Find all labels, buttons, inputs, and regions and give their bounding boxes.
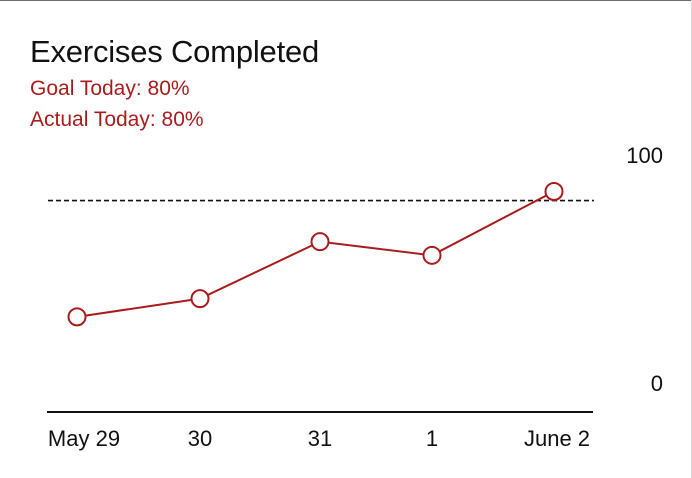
data-point xyxy=(544,181,564,201)
x-tick-label: 30 xyxy=(188,426,212,451)
y-tick-100: 100 xyxy=(626,143,663,168)
y-tick-0: 0 xyxy=(651,371,663,396)
x-tick-label: 1 xyxy=(426,426,438,451)
goal-today-label: Goal Today: 80% xyxy=(30,77,190,100)
x-tick-label: June 2 xyxy=(524,426,590,451)
point-layer xyxy=(67,181,564,327)
data-point xyxy=(67,307,87,327)
data-point xyxy=(422,245,442,265)
x-tick-label: 31 xyxy=(308,426,332,451)
x-tick-label: May 29 xyxy=(48,426,120,451)
window-top-border xyxy=(0,0,692,1)
chart-title: Exercises Completed xyxy=(30,34,320,69)
data-point xyxy=(310,232,330,252)
series-line-layer xyxy=(76,190,555,318)
actual-today-label: Actual Today: 80% xyxy=(30,108,204,131)
series-line xyxy=(76,190,555,318)
x-tick-layer: May 29 30 31 1 June 2 xyxy=(48,426,590,451)
data-point xyxy=(190,289,210,309)
